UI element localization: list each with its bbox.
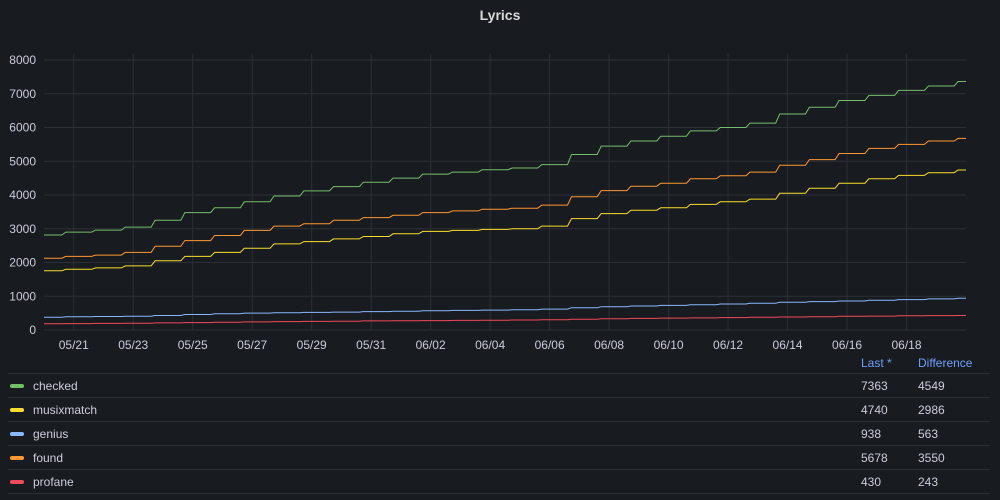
series-line-musixmatch [44, 169, 966, 272]
y-tick-label: 1000 [9, 289, 36, 303]
legend-last-value: 5678 [861, 450, 888, 465]
x-tick-label: 05/31 [356, 338, 386, 352]
legend-series-name[interactable]: checked [33, 378, 78, 393]
chart-series [44, 81, 966, 325]
legend-row-profane[interactable]: profane 430 243 [8, 469, 990, 494]
series-line-profane [44, 315, 966, 325]
legend-difference-value: 2986 [918, 402, 945, 417]
legend-row-genius[interactable]: genius 938 563 [8, 421, 990, 445]
x-tick-label: 06/06 [535, 338, 565, 352]
x-tick-label: 05/25 [178, 338, 208, 352]
y-tick-label: 5000 [9, 154, 36, 168]
legend-series-name[interactable]: found [33, 450, 64, 465]
x-tick-label: 06/12 [713, 338, 743, 352]
series-color-swatch [10, 455, 24, 460]
x-tick-label: 05/21 [59, 338, 89, 352]
y-tick-label: 8000 [9, 53, 36, 67]
y-axis: 0 1000 2000 3000 4000 5000 6000 7000 8000 [9, 53, 36, 337]
legend-last-value: 7363 [861, 378, 888, 393]
legend-difference-value: 3550 [918, 450, 945, 465]
series-color-swatch [10, 479, 24, 484]
series-line-found [44, 137, 966, 259]
series-line-checked [44, 81, 966, 236]
legend-series-name[interactable]: profane [33, 474, 74, 489]
legend-series-name[interactable]: musixmatch [33, 402, 98, 417]
y-tick-label: 3000 [9, 222, 36, 236]
legend-header: Last * Difference [8, 353, 990, 373]
legend-row-found[interactable]: found 5678 3550 [8, 445, 990, 469]
legend-series-name[interactable]: genius [33, 426, 69, 441]
chart-grid [44, 54, 966, 331]
legend-table: Last * Difference checked 7363 4549 musi… [8, 353, 990, 494]
legend-column-last[interactable]: Last * [861, 356, 892, 370]
x-tick-label: 06/16 [832, 338, 862, 352]
legend-last-value: 430 [861, 474, 882, 489]
x-tick-label: 06/14 [773, 338, 803, 352]
series-color-swatch [10, 431, 24, 436]
x-tick-label: 06/18 [892, 338, 922, 352]
legend-last-value: 938 [861, 426, 882, 441]
x-tick-label: 05/29 [297, 338, 327, 352]
panel-title: Lyrics [479, 7, 521, 23]
x-tick-label: 06/02 [416, 338, 446, 352]
x-tick-label: 06/04 [475, 338, 505, 352]
legend-difference-value: 4549 [918, 378, 945, 393]
y-tick-label: 6000 [9, 121, 36, 135]
y-tick-label: 7000 [9, 87, 36, 101]
x-axis: 05/21 05/23 05/25 05/27 05/29 05/31 06/02 06/04… [59, 338, 922, 352]
series-line-genius [44, 297, 966, 318]
y-tick-label: 0 [29, 323, 36, 337]
legend-difference-value: 243 [918, 474, 939, 489]
legend-difference-value: 563 [918, 426, 939, 441]
legend-column-difference[interactable]: Difference [918, 356, 973, 370]
x-tick-label: 06/10 [654, 338, 684, 352]
x-tick-label: 05/27 [237, 338, 267, 352]
y-tick-label: 2000 [9, 256, 36, 270]
series-color-swatch [10, 383, 24, 388]
legend-last-value: 4740 [861, 402, 888, 417]
legend-row-musixmatch[interactable]: musixmatch 4740 2986 [8, 397, 990, 421]
x-tick-label: 05/23 [118, 338, 148, 352]
x-tick-label: 06/08 [594, 338, 624, 352]
series-color-swatch [10, 407, 24, 412]
legend-row-checked[interactable]: checked 7363 4549 [8, 373, 990, 397]
y-tick-label: 4000 [9, 188, 36, 202]
